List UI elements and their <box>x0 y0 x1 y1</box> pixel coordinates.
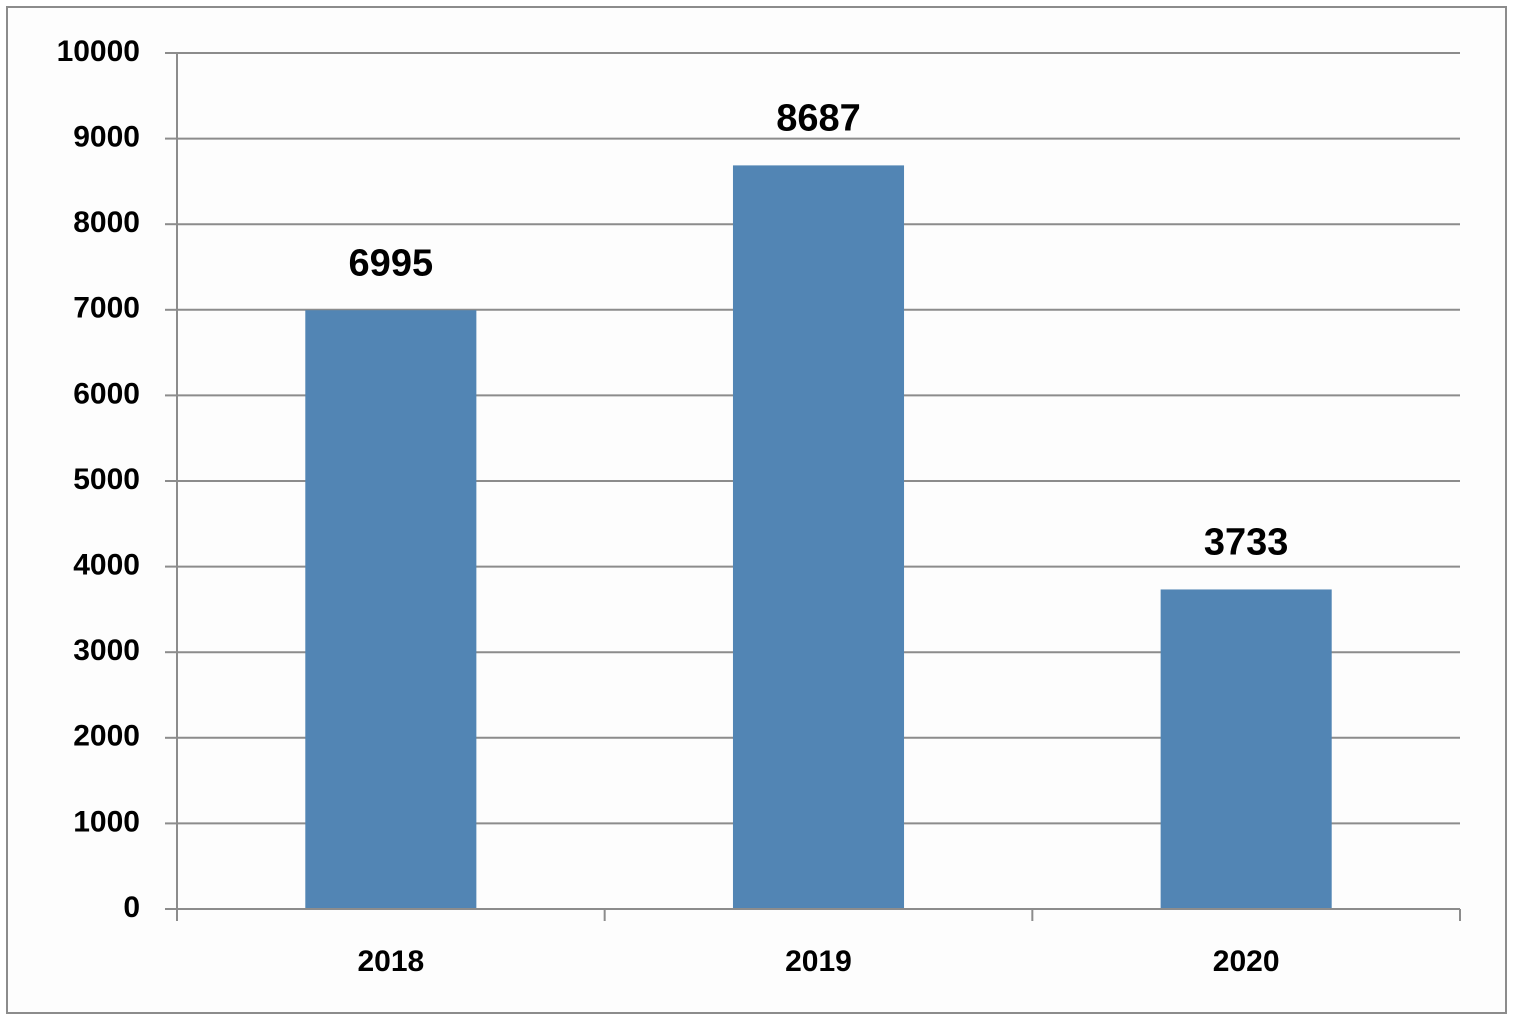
y-tick-label: 7000 <box>73 292 140 325</box>
y-tick-label: 4000 <box>73 549 140 582</box>
data-label: 3733 <box>1204 521 1289 563</box>
y-tick-label: 8000 <box>73 206 140 239</box>
x-tick-label: 2019 <box>785 945 852 978</box>
y-tick-label: 6000 <box>73 377 140 410</box>
x-tick-label: 2020 <box>1213 945 1280 978</box>
y-tick-label: 1000 <box>73 805 140 838</box>
bar <box>305 310 477 909</box>
data-label: 8687 <box>776 97 861 139</box>
bar <box>732 165 905 909</box>
y-tick-label: 0 <box>123 891 140 924</box>
y-tick-label: 3000 <box>73 634 140 667</box>
bar <box>1160 589 1332 909</box>
y-tick-label: 5000 <box>73 463 140 496</box>
y-tick-label: 10000 <box>57 35 140 68</box>
y-tick-label: 9000 <box>73 121 140 154</box>
x-tick-label: 2018 <box>357 945 424 978</box>
data-label: 6995 <box>349 242 434 284</box>
y-tick-label: 2000 <box>73 720 140 753</box>
